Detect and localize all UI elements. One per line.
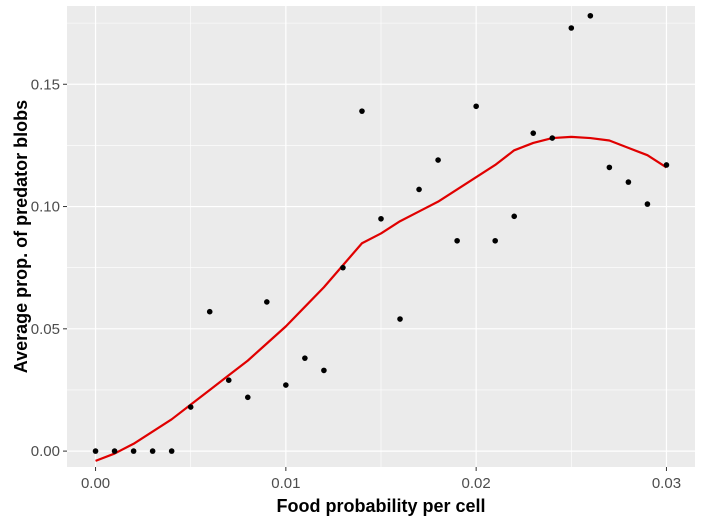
data-point (378, 215, 384, 222)
x-tick-label: 0.02 (462, 475, 491, 492)
x-tick-label: 0.00 (81, 475, 110, 492)
data-point (130, 448, 137, 454)
data-point (321, 367, 327, 374)
y-tick-label: 0.00 (31, 443, 60, 460)
data-point (302, 355, 308, 361)
points-layer (92, 12, 670, 454)
data-point (454, 237, 460, 244)
data-point (206, 308, 213, 315)
data-point (549, 135, 556, 141)
y-axis-title: Average prop. of predator blobs (11, 100, 31, 373)
data-point (416, 186, 422, 193)
y-tick-label: 0.05 (31, 321, 60, 338)
data-point (473, 103, 479, 110)
x-tick-label: 0.03 (652, 475, 681, 492)
data-point (168, 448, 175, 454)
data-point (663, 162, 670, 168)
data-point (568, 25, 575, 31)
data-point (397, 316, 403, 322)
data-point (625, 179, 632, 185)
x-axis-title: Food probability per cell (276, 496, 485, 516)
data-point (264, 299, 270, 305)
data-point (149, 448, 156, 454)
y-axis: 0.00 0.05 0.10 0.15 (31, 76, 67, 460)
data-point (644, 201, 651, 207)
x-axis: 0.00 0.01 0.02 0.03 (81, 467, 681, 492)
data-point (492, 237, 498, 244)
data-point (511, 213, 518, 220)
data-point (187, 404, 194, 410)
data-point (111, 448, 118, 454)
x-tick-label: 0.01 (271, 475, 300, 492)
data-point (283, 382, 289, 388)
data-point (225, 377, 232, 383)
data-point (244, 394, 251, 401)
major-grid (67, 6, 695, 467)
data-point (340, 264, 346, 271)
y-tick-label: 0.15 (31, 76, 60, 93)
data-point (530, 130, 537, 136)
data-point (606, 164, 613, 171)
data-point (587, 12, 594, 19)
y-tick-label: 0.10 (31, 199, 60, 216)
data-point (92, 448, 99, 454)
data-point (359, 108, 365, 114)
data-point (435, 157, 441, 163)
minor-grid (67, 6, 695, 467)
